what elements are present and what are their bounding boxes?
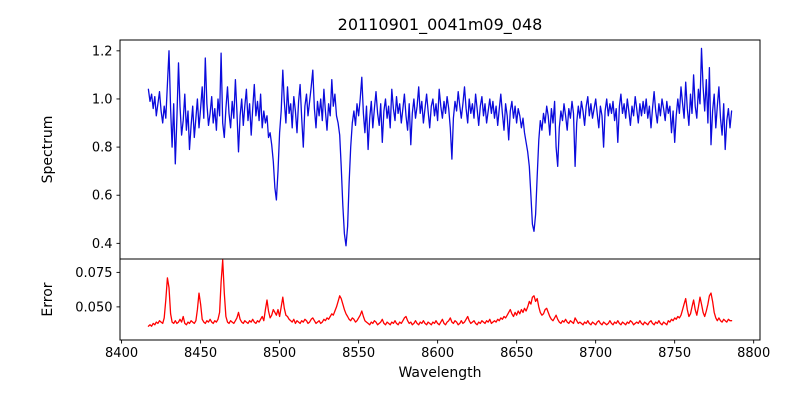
spectrum-ytick-label: 0.8 [92,141,113,156]
error-y-axis-label: Error [40,282,56,316]
x-tick-label: 8450 [184,346,217,361]
x-axis-ticks: 8400 8450 8500 8550 8600 8650 8700 8750 8800 [105,340,770,361]
x-tick-label: 8800 [737,346,770,361]
spectrum-line [147,47,733,247]
plot-title: 20110901_0041m09_048 [338,15,543,35]
spectrum-panel: 0.4 0.6 0.8 1.0 1.2 Spectrum [40,39,761,260]
x-tick-label: 8500 [263,346,296,361]
x-tick-label: 8700 [579,346,612,361]
error-axes-frame [119,258,761,341]
error-line [147,259,733,327]
spectrum-ytick-label: 1.0 [92,92,113,107]
error-y-axis-ticks: 0.050 0.075 [75,266,120,315]
spectrum-ytick-label: 0.4 [92,237,113,252]
error-ytick-label: 0.075 [75,266,112,281]
spectrum-axes-frame [119,39,761,260]
x-tick-label: 8750 [658,346,691,361]
x-tick-label: 8650 [500,346,533,361]
error-ytick-label: 0.050 [75,300,112,315]
spectrum-y-axis-label: Spectrum [40,116,56,184]
x-axis-label: Wavelength [398,365,481,381]
spectrum-ytick-label: 1.2 [92,44,113,59]
x-tick-label: 8600 [421,346,454,361]
x-tick-label: 8400 [105,346,138,361]
spectrum-y-axis-ticks: 0.4 0.6 0.8 1.0 1.2 [92,44,120,252]
spectrum-ytick-label: 0.6 [92,189,113,204]
x-tick-label: 8550 [342,346,375,361]
